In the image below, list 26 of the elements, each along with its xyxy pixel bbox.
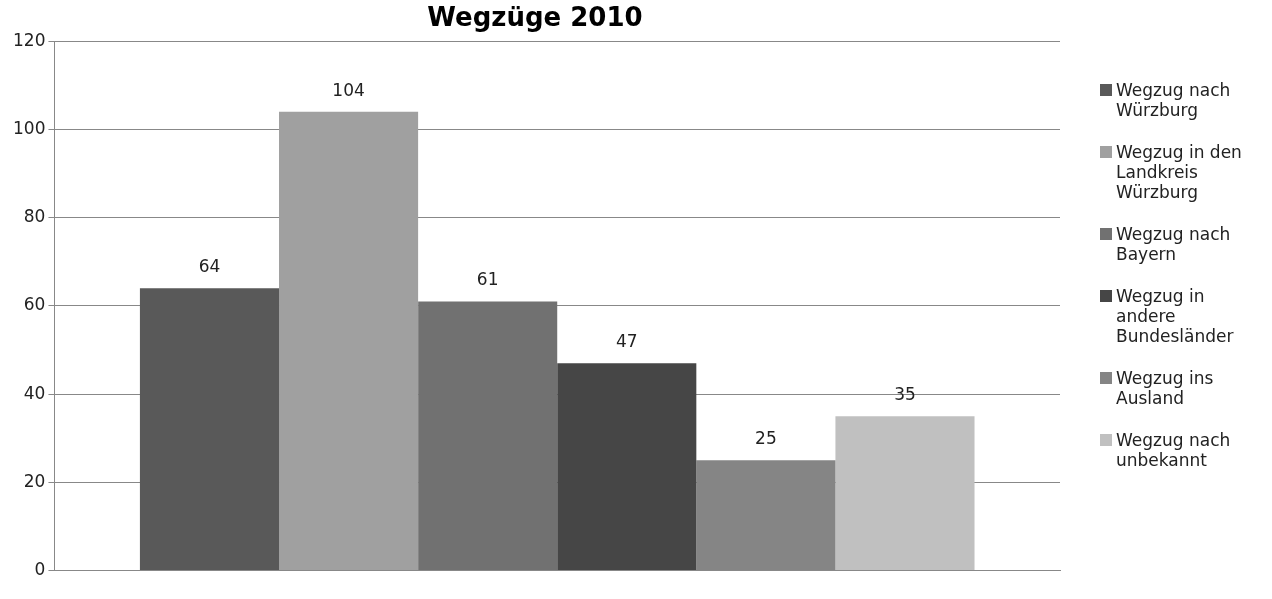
- bar: [279, 111, 419, 571]
- y-tick-label: 100: [12, 117, 46, 138]
- y-tick-label: 20: [23, 470, 46, 491]
- data-label: 47: [615, 331, 638, 352]
- legend-label: Wegzug nach Würzburg: [1116, 80, 1232, 120]
- chart-title: Wegzüge 2010: [427, 2, 643, 33]
- bar: [139, 288, 280, 571]
- legend-label: Wegzug in andere Bundesländer: [1116, 286, 1235, 346]
- bar: [557, 363, 697, 571]
- bar: [696, 460, 836, 571]
- y-tick-label: 80: [23, 206, 46, 227]
- legend-label: Wegzug nach Bayern: [1116, 224, 1232, 264]
- data-label: 35: [894, 384, 916, 405]
- legend-label: Wegzug in den Landkreis Würzburg: [1116, 142, 1243, 202]
- data-label: 25: [755, 428, 777, 449]
- y-tick-label: 60: [23, 294, 46, 315]
- data-label: 104: [332, 79, 365, 100]
- y-tick-label: 0: [34, 559, 46, 580]
- bar: [418, 301, 558, 571]
- data-label: 61: [476, 269, 499, 290]
- legend-label: Wegzug nach unbekannt: [1116, 430, 1232, 470]
- y-tick-label: 40: [23, 382, 46, 403]
- legend-label: Wegzug ins Ausland: [1116, 368, 1215, 408]
- bar: [835, 416, 975, 571]
- y-tick-label: 120: [12, 29, 46, 50]
- data-label: 64: [198, 256, 221, 277]
